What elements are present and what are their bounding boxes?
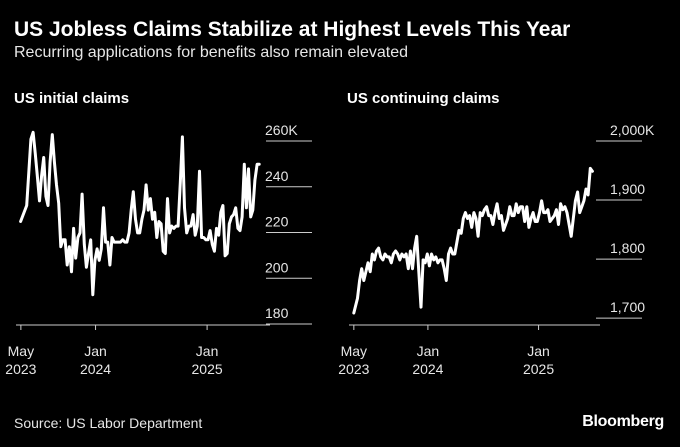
continuing-x-tick-label: 2025	[523, 361, 554, 377]
initial-x-tick-label: Jan	[84, 343, 107, 359]
bloomberg-logo: Bloomberg	[582, 413, 664, 430]
initial-y-tick-label: 180	[265, 305, 289, 321]
initial-x-tick-label: May	[8, 343, 34, 359]
continuing-x-tick-label: Jan	[417, 343, 440, 359]
continuing-y-tick-label: 1,900	[610, 181, 645, 197]
initial-y-tick-label: 260K	[265, 122, 298, 138]
page-title: US Jobless Claims Stabilize at Highest L…	[14, 18, 571, 41]
initial-y-tick-label: 200	[265, 259, 289, 275]
source-note: Source: US Labor Department	[14, 415, 203, 431]
initial-claims-title: US initial claims	[14, 90, 130, 107]
initial-claims-line	[19, 130, 261, 297]
continuing-claims-line	[352, 166, 594, 315]
initial-x-tick-label: 2025	[192, 361, 223, 377]
continuing-x-tick-label: May	[341, 343, 367, 359]
initial-y-tick-label: 220	[265, 214, 289, 230]
continuing-y-tick-label: 2,000K	[610, 122, 655, 138]
continuing-y-tick-label: 1,800	[610, 240, 645, 256]
page-subtitle: Recurring applications for benefits also…	[14, 44, 408, 61]
continuing-x-tick-label: Jan	[527, 343, 550, 359]
continuing-claims-title: US continuing claims	[347, 90, 500, 107]
initial-x-tick-label: 2024	[80, 361, 111, 377]
initial-x-tick-label: Jan	[196, 343, 219, 359]
continuing-x-tick-label: 2023	[338, 361, 369, 377]
continuing-y-tick-label: 1,700	[610, 299, 645, 315]
initial-y-tick-label: 240	[265, 168, 289, 184]
initial-x-tick-label: 2023	[5, 361, 36, 377]
continuing-x-tick-label: 2024	[412, 361, 443, 377]
